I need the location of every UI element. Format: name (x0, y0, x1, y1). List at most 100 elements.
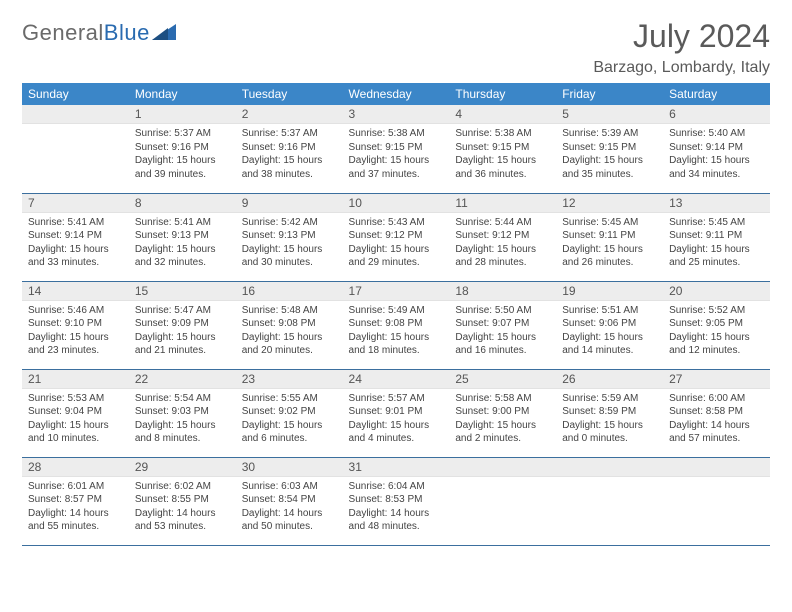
calendar-cell: 24Sunrise: 5:57 AMSunset: 9:01 PMDayligh… (343, 369, 450, 457)
day-number: 21 (22, 370, 129, 389)
day-number (449, 458, 556, 477)
calendar-cell: 3Sunrise: 5:38 AMSunset: 9:15 PMDaylight… (343, 105, 450, 193)
month-title: July 2024 (593, 18, 770, 55)
day-number (663, 458, 770, 477)
day-details: Sunrise: 5:57 AMSunset: 9:01 PMDaylight:… (343, 389, 450, 450)
logo-text-blue: Blue (104, 20, 150, 45)
calendar-cell-empty (556, 457, 663, 545)
calendar-cell-empty (449, 457, 556, 545)
calendar-cell-empty (663, 457, 770, 545)
day-number: 26 (556, 370, 663, 389)
calendar-cell: 21Sunrise: 5:53 AMSunset: 9:04 PMDayligh… (22, 369, 129, 457)
day-details (22, 124, 129, 184)
day-details: Sunrise: 5:38 AMSunset: 9:15 PMDaylight:… (343, 124, 450, 185)
day-details: Sunrise: 6:04 AMSunset: 8:53 PMDaylight:… (343, 477, 450, 538)
day-number: 25 (449, 370, 556, 389)
calendar-cell: 12Sunrise: 5:45 AMSunset: 9:11 PMDayligh… (556, 193, 663, 281)
weekday-header: Monday (129, 83, 236, 105)
calendar-cell: 5Sunrise: 5:39 AMSunset: 9:15 PMDaylight… (556, 105, 663, 193)
weekday-header: Wednesday (343, 83, 450, 105)
day-details: Sunrise: 5:52 AMSunset: 9:05 PMDaylight:… (663, 301, 770, 362)
calendar-cell: 6Sunrise: 5:40 AMSunset: 9:14 PMDaylight… (663, 105, 770, 193)
day-details: Sunrise: 5:42 AMSunset: 9:13 PMDaylight:… (236, 213, 343, 274)
day-number: 5 (556, 105, 663, 124)
day-number: 11 (449, 194, 556, 213)
weekday-header: Tuesday (236, 83, 343, 105)
calendar-cell: 20Sunrise: 5:52 AMSunset: 9:05 PMDayligh… (663, 281, 770, 369)
weekday-header: Friday (556, 83, 663, 105)
day-number: 28 (22, 458, 129, 477)
weekday-header: Sunday (22, 83, 129, 105)
day-number: 18 (449, 282, 556, 301)
calendar-cell: 16Sunrise: 5:48 AMSunset: 9:08 PMDayligh… (236, 281, 343, 369)
day-number: 3 (343, 105, 450, 124)
day-details: Sunrise: 5:58 AMSunset: 9:00 PMDaylight:… (449, 389, 556, 450)
day-number: 19 (556, 282, 663, 301)
calendar-cell: 14Sunrise: 5:46 AMSunset: 9:10 PMDayligh… (22, 281, 129, 369)
day-details: Sunrise: 5:41 AMSunset: 9:13 PMDaylight:… (129, 213, 236, 274)
day-details: Sunrise: 5:39 AMSunset: 9:15 PMDaylight:… (556, 124, 663, 185)
calendar-cell: 8Sunrise: 5:41 AMSunset: 9:13 PMDaylight… (129, 193, 236, 281)
day-details: Sunrise: 5:48 AMSunset: 9:08 PMDaylight:… (236, 301, 343, 362)
calendar-cell: 13Sunrise: 5:45 AMSunset: 9:11 PMDayligh… (663, 193, 770, 281)
day-number: 16 (236, 282, 343, 301)
weekday-header: Thursday (449, 83, 556, 105)
day-details: Sunrise: 5:49 AMSunset: 9:08 PMDaylight:… (343, 301, 450, 362)
day-number: 29 (129, 458, 236, 477)
day-number (22, 105, 129, 124)
logo-triangle-icon (152, 22, 178, 45)
calendar-cell: 30Sunrise: 6:03 AMSunset: 8:54 PMDayligh… (236, 457, 343, 545)
calendar-cell: 10Sunrise: 5:43 AMSunset: 9:12 PMDayligh… (343, 193, 450, 281)
day-number: 7 (22, 194, 129, 213)
calendar-table: SundayMondayTuesdayWednesdayThursdayFrid… (22, 83, 770, 546)
day-details: Sunrise: 5:37 AMSunset: 9:16 PMDaylight:… (129, 124, 236, 185)
day-number: 24 (343, 370, 450, 389)
logo: GeneralBlue (22, 18, 178, 46)
day-details: Sunrise: 5:55 AMSunset: 9:02 PMDaylight:… (236, 389, 343, 450)
day-number: 10 (343, 194, 450, 213)
calendar-cell: 31Sunrise: 6:04 AMSunset: 8:53 PMDayligh… (343, 457, 450, 545)
calendar-cell: 17Sunrise: 5:49 AMSunset: 9:08 PMDayligh… (343, 281, 450, 369)
calendar-cell: 19Sunrise: 5:51 AMSunset: 9:06 PMDayligh… (556, 281, 663, 369)
calendar-cell: 2Sunrise: 5:37 AMSunset: 9:16 PMDaylight… (236, 105, 343, 193)
day-number: 13 (663, 194, 770, 213)
day-details: Sunrise: 5:46 AMSunset: 9:10 PMDaylight:… (22, 301, 129, 362)
calendar-cell: 1Sunrise: 5:37 AMSunset: 9:16 PMDaylight… (129, 105, 236, 193)
day-details: Sunrise: 6:01 AMSunset: 8:57 PMDaylight:… (22, 477, 129, 538)
day-number: 6 (663, 105, 770, 124)
calendar-cell: 4Sunrise: 5:38 AMSunset: 9:15 PMDaylight… (449, 105, 556, 193)
calendar-cell: 9Sunrise: 5:42 AMSunset: 9:13 PMDaylight… (236, 193, 343, 281)
calendar-cell: 28Sunrise: 6:01 AMSunset: 8:57 PMDayligh… (22, 457, 129, 545)
calendar-cell: 18Sunrise: 5:50 AMSunset: 9:07 PMDayligh… (449, 281, 556, 369)
calendar-cell: 27Sunrise: 6:00 AMSunset: 8:58 PMDayligh… (663, 369, 770, 457)
day-details: Sunrise: 5:44 AMSunset: 9:12 PMDaylight:… (449, 213, 556, 274)
day-number: 12 (556, 194, 663, 213)
day-number: 31 (343, 458, 450, 477)
day-details: Sunrise: 5:37 AMSunset: 9:16 PMDaylight:… (236, 124, 343, 185)
day-details: Sunrise: 6:03 AMSunset: 8:54 PMDaylight:… (236, 477, 343, 538)
calendar-cell: 7Sunrise: 5:41 AMSunset: 9:14 PMDaylight… (22, 193, 129, 281)
calendar-cell: 26Sunrise: 5:59 AMSunset: 8:59 PMDayligh… (556, 369, 663, 457)
day-details: Sunrise: 5:41 AMSunset: 9:14 PMDaylight:… (22, 213, 129, 274)
calendar-cell: 15Sunrise: 5:47 AMSunset: 9:09 PMDayligh… (129, 281, 236, 369)
day-number: 22 (129, 370, 236, 389)
day-number: 30 (236, 458, 343, 477)
day-details: Sunrise: 5:59 AMSunset: 8:59 PMDaylight:… (556, 389, 663, 450)
day-details: Sunrise: 6:02 AMSunset: 8:55 PMDaylight:… (129, 477, 236, 538)
day-details: Sunrise: 5:38 AMSunset: 9:15 PMDaylight:… (449, 124, 556, 185)
calendar-cell: 22Sunrise: 5:54 AMSunset: 9:03 PMDayligh… (129, 369, 236, 457)
day-details: Sunrise: 5:50 AMSunset: 9:07 PMDaylight:… (449, 301, 556, 362)
day-details: Sunrise: 5:54 AMSunset: 9:03 PMDaylight:… (129, 389, 236, 450)
day-details (556, 477, 663, 537)
calendar-cell-empty (22, 105, 129, 193)
calendar-cell: 25Sunrise: 5:58 AMSunset: 9:00 PMDayligh… (449, 369, 556, 457)
day-details: Sunrise: 5:45 AMSunset: 9:11 PMDaylight:… (556, 213, 663, 274)
day-number: 9 (236, 194, 343, 213)
day-details: Sunrise: 5:40 AMSunset: 9:14 PMDaylight:… (663, 124, 770, 185)
day-number: 14 (22, 282, 129, 301)
day-details: Sunrise: 5:45 AMSunset: 9:11 PMDaylight:… (663, 213, 770, 274)
day-number: 1 (129, 105, 236, 124)
calendar-cell: 23Sunrise: 5:55 AMSunset: 9:02 PMDayligh… (236, 369, 343, 457)
day-details (663, 477, 770, 537)
day-details: Sunrise: 5:53 AMSunset: 9:04 PMDaylight:… (22, 389, 129, 450)
